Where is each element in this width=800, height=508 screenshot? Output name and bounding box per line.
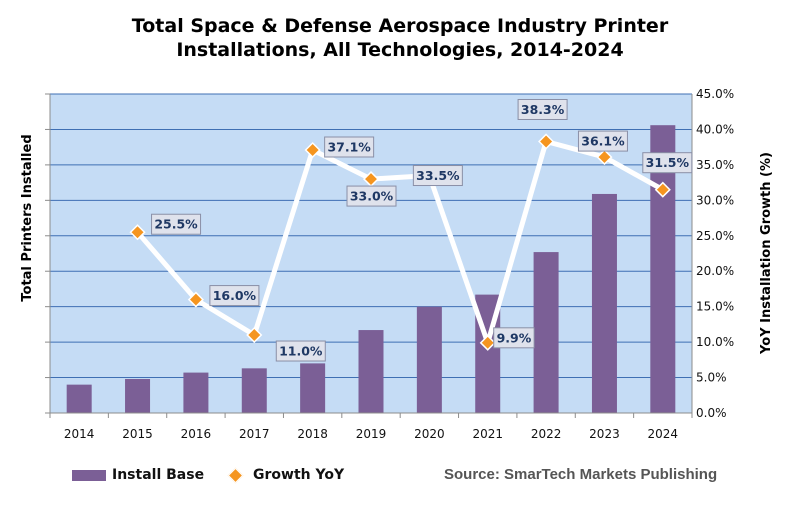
growth-marker-2023 — [596, 149, 613, 166]
data-label-box — [412, 165, 463, 187]
data-label-text: 9.9% — [497, 330, 532, 345]
bar-2023 — [591, 193, 617, 413]
data-label-box — [642, 152, 693, 174]
data-label-2024: 31.5% — [642, 152, 693, 174]
data-label-2015: 25.5% — [151, 213, 202, 235]
growth-marker-2017 — [246, 326, 263, 344]
x-tick-label-2019: 2019 — [356, 427, 387, 441]
data-label-2022: 38.3% — [517, 98, 568, 120]
data-label-2017: 11.0% — [275, 340, 326, 362]
chart-title-line-2: Installations, All Technologies, 2014-20… — [176, 39, 624, 61]
data-label-box — [577, 130, 628, 152]
x-axis-ticks: 2014 2015 2016 2017 2018 2019 2020 2021 2022 2023… — [64, 427, 678, 441]
bar-2022 — [533, 252, 559, 413]
growth-data-labels: 25.5% 16.0% 11.0% 37.1% 33.0% 33.5% 9.9% 38.3% 3… — [151, 98, 693, 362]
data-label-2019: 33.0% — [346, 185, 397, 207]
right-axis-tick-label: 20.0% — [696, 264, 734, 278]
growth-marker-2024 — [654, 181, 671, 198]
right-axis-ticks: 0.0% 5.0% 10.0% 15.0% 20.0% 25.0% 30.0% 35.0% 40… — [696, 87, 734, 420]
legend-growth-yoy: Growth YoY — [226, 465, 344, 485]
x-tick-label-2024: 2024 — [648, 427, 679, 441]
right-axis-tick-label: 45.0% — [696, 87, 734, 101]
right-axis-tick-label: 10.0% — [696, 335, 734, 349]
x-tick-label-2020: 2020 — [414, 427, 445, 441]
bar-2015 — [125, 378, 151, 413]
bar-2018 — [300, 363, 326, 413]
bars — [66, 125, 676, 414]
growth-marker-2015 — [129, 224, 146, 241]
data-label-2021: 9.9% — [493, 327, 535, 349]
data-label-2018: 37.1% — [324, 136, 375, 158]
data-label-text: 11.0% — [279, 344, 323, 359]
chart-title: Total Space & Defense Aerospace Industry… — [0, 14, 800, 62]
right-axis-tick-label: 40.0% — [696, 122, 734, 136]
data-label-box — [493, 327, 535, 349]
legend-install-base: Install Base — [72, 465, 204, 485]
bar-2019 — [358, 330, 384, 413]
x-tick-label-2021: 2021 — [472, 427, 503, 441]
data-label-text: 37.1% — [327, 140, 371, 155]
data-label-box — [346, 185, 397, 207]
data-label-box — [517, 98, 568, 120]
data-label-text: 33.5% — [416, 168, 460, 183]
growth-line — [135, 138, 666, 346]
legend-install-base-label: Install Base — [112, 467, 205, 483]
source-note: Source: SmarTech Markets Publishing — [444, 466, 718, 483]
bar-2016 — [183, 372, 209, 413]
right-axis-tick-label: 25.0% — [696, 229, 734, 243]
right-axis-tick-label: 0.0% — [696, 406, 727, 420]
growth-marker-2022 — [538, 133, 555, 150]
legend-diamond-icon — [227, 467, 244, 483]
x-tick-label-2022: 2022 — [531, 427, 562, 441]
right-axis-title: YoY Installation Growth (%) — [759, 152, 774, 355]
x-tick-label-2017: 2017 — [239, 427, 270, 441]
growth-marker-2016 — [187, 291, 204, 308]
y-axis-title: Total Printers Installed — [20, 134, 35, 301]
x-tick-label-2015: 2015 — [122, 427, 153, 441]
data-label-box — [275, 340, 326, 362]
bar-2020 — [416, 306, 442, 413]
growth-marker-2018 — [304, 141, 321, 159]
data-label-box — [324, 136, 375, 158]
growth-line-path — [135, 138, 666, 346]
x-tick-label-2018: 2018 — [297, 427, 328, 441]
data-label-2016: 16.0% — [209, 285, 260, 307]
x-tick-label-2023: 2023 — [589, 427, 620, 441]
data-label-text: 38.3% — [521, 102, 565, 117]
data-label-text: 31.5% — [646, 155, 690, 170]
x-tick-label-2016: 2016 — [181, 427, 212, 441]
right-axis-tick-label: 30.0% — [696, 193, 734, 207]
bar-2017 — [241, 368, 267, 413]
axes — [45, 93, 693, 418]
right-axis-tick-label: 35.0% — [696, 158, 734, 172]
growth-marker-2021 — [479, 334, 496, 351]
data-label-box — [209, 285, 260, 307]
bar-2014 — [66, 384, 92, 413]
data-label-2023: 36.1% — [577, 130, 628, 152]
x-tick-label-2014: 2014 — [64, 427, 95, 441]
data-label-text: 36.1% — [581, 134, 625, 149]
legend-bar-swatch — [72, 469, 106, 481]
data-label-box — [151, 213, 202, 235]
gridlines — [50, 93, 692, 379]
data-label-2020: 33.5% — [412, 165, 463, 187]
data-label-text: 16.0% — [213, 288, 257, 303]
legend-growth-label: Growth YoY — [253, 467, 345, 483]
data-label-text: 33.0% — [350, 189, 394, 204]
chart-title-line-1: Total Space & Defense Aerospace Industry… — [131, 15, 669, 37]
data-label-text: 25.5% — [154, 217, 198, 232]
right-axis-tick-label: 15.0% — [696, 300, 734, 314]
right-axis-tick-label: 5.0% — [696, 371, 727, 385]
